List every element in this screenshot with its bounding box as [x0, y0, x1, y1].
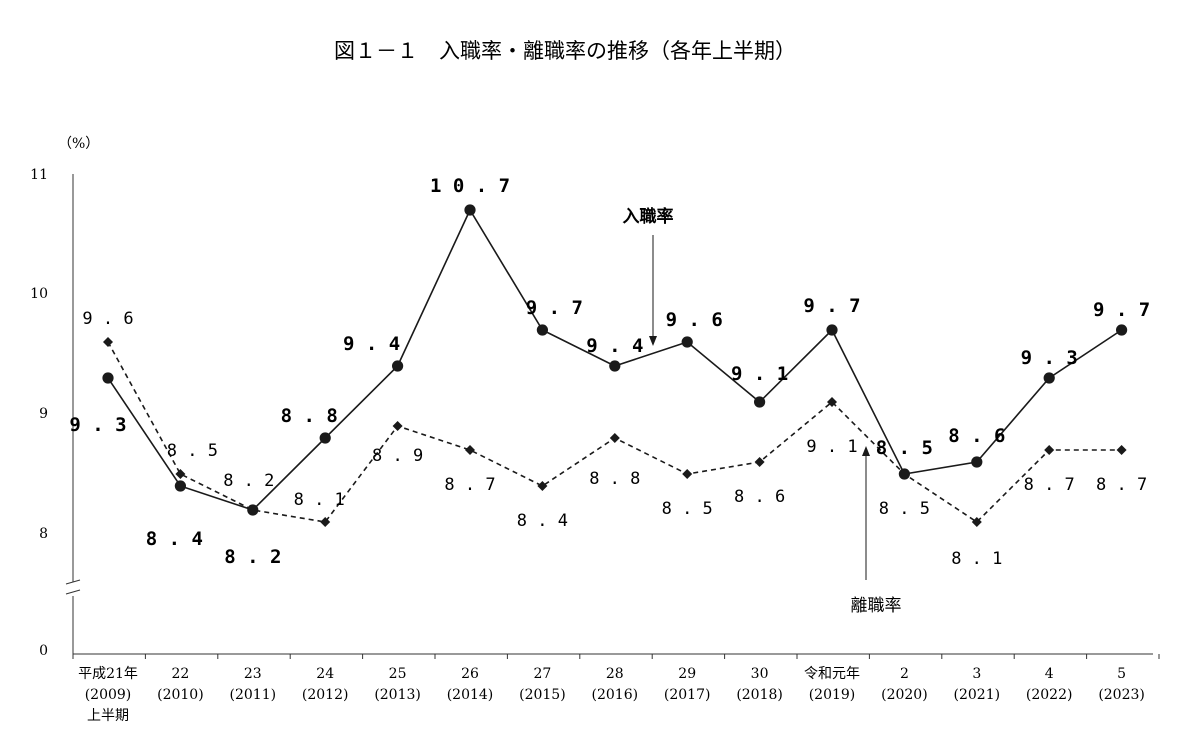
data-point — [102, 372, 114, 384]
x-ticks — [72, 654, 1160, 659]
x-tick-label: 4 (2022) — [1026, 666, 1073, 703]
series-line — [107, 208, 1123, 511]
data-label: 8 . 7 — [1024, 475, 1075, 495]
data-point — [1116, 445, 1127, 455]
data-labels: 9 . 38 . 48 . 28 . 89 . 41 0 . 79 . 79 .… — [69, 175, 1150, 569]
data-point — [971, 517, 982, 527]
data-point — [392, 360, 404, 372]
data-point — [465, 445, 475, 455]
x-tick-label: 平成21年(2009)上半期 — [78, 666, 138, 724]
x-tick-label: 22 (2010) — [157, 666, 204, 703]
data-label: 8 . 9 — [372, 446, 423, 466]
data-point — [826, 324, 838, 336]
data-point — [681, 336, 693, 348]
y-tick-label-8: 8 — [39, 526, 48, 542]
x-tick-label: 26 (2014) — [447, 666, 494, 703]
data-label: 9 . 1 — [731, 363, 788, 385]
y-tick-label-9: 9 — [39, 406, 48, 422]
data-point — [103, 337, 113, 347]
data-label: 8 . 5 — [167, 441, 218, 461]
data-point — [247, 504, 259, 516]
data-label: 9 . 7 — [1093, 299, 1150, 321]
data-point — [754, 396, 766, 408]
axis-break-mark — [65, 579, 81, 595]
x-tick-label: 29 (2017) — [664, 666, 711, 703]
unit-label: （%） — [58, 136, 99, 152]
x-tick-label: 2 (2020) — [881, 666, 928, 703]
data-label: 8 . 5 — [662, 499, 713, 519]
x-tick-label: 25 (2013) — [374, 666, 421, 703]
data-label: 8 . 2 — [223, 471, 274, 491]
data-point — [464, 204, 476, 216]
data-label: 9 . 4 — [343, 333, 400, 355]
data-point — [392, 421, 403, 431]
data-point — [1116, 324, 1128, 336]
data-label: 9 . 1 — [806, 437, 857, 457]
data-label: 9 . 3 — [69, 414, 126, 436]
annotation-arrowhead-離職率 — [862, 446, 870, 456]
data-label: 9 . 3 — [1021, 347, 1078, 369]
data-label: 8 . 6 — [948, 425, 1005, 447]
chart-title: 図１－１ 入職率・離職率の推移（各年上半期） — [334, 39, 796, 63]
x-tick-label: 27 (2015) — [519, 666, 566, 703]
series-name-label-入職率: 入職率 — [623, 206, 674, 227]
data-label: 8 . 1 — [951, 549, 1002, 569]
data-label: 9 . 6 — [666, 309, 723, 331]
x-tick-label: 28 (2016) — [592, 666, 639, 703]
data-point — [971, 456, 983, 468]
data-point — [536, 324, 549, 336]
data-label: 8 . 7 — [1096, 475, 1147, 495]
data-point — [1044, 445, 1055, 455]
x-tick-label: 24 (2012) — [302, 666, 349, 703]
data-label: 9 . 6 — [82, 309, 133, 329]
series-name-annotation-離職率: 離職率 — [851, 446, 902, 616]
series-name-annotation-入職率: 入職率 — [623, 206, 674, 346]
data-label: 8 . 5 — [879, 499, 930, 519]
x-tick-label: 30 (2018) — [736, 666, 783, 703]
data-label: 9 . 4 — [586, 335, 643, 357]
data-point — [537, 481, 548, 491]
data-label: 8 . 7 — [444, 475, 495, 495]
data-point — [319, 432, 331, 444]
series-name-label-離職率: 離職率 — [851, 596, 902, 616]
x-tick-label: 23 (2011) — [230, 666, 277, 703]
x-tick-labels: 平成21年(2009)上半期 22 (2010) 23 (2011) 24 (2012) 25… — [78, 666, 1145, 724]
series-入職率 — [102, 204, 1128, 516]
data-point — [609, 360, 621, 372]
data-label: 8 . 8 — [281, 405, 338, 427]
data-label: 8 . 6 — [734, 487, 785, 507]
data-label: 8 . 8 — [589, 469, 640, 489]
data-point — [320, 517, 331, 527]
data-point — [898, 468, 911, 480]
data-point — [174, 480, 186, 492]
data-point — [827, 397, 837, 407]
y-tick-label-11: 11 — [30, 167, 48, 183]
data-label: 8 . 2 — [224, 546, 281, 568]
y-tick-label-10: 10 — [30, 286, 48, 302]
data-point — [754, 457, 765, 467]
data-label: 1 0 . 7 — [430, 175, 510, 197]
data-label: 8 . 4 — [517, 511, 568, 531]
annotation-arrowhead-入職率 — [649, 336, 657, 346]
data-label: 8 . 1 — [294, 490, 345, 510]
data-label: 8 . 5 — [876, 437, 933, 459]
data-point — [1043, 372, 1055, 384]
y-tick-label-0: 0 — [39, 643, 48, 659]
x-tick-label: 3 (2021) — [954, 666, 1001, 703]
data-label: 8 . 4 — [146, 528, 203, 550]
data-point — [682, 469, 693, 479]
x-tick-label: 5 (2023) — [1098, 666, 1145, 703]
data-label: 9 . 7 — [803, 295, 860, 317]
y-axis: 11 10 9 8 0 — [30, 167, 81, 659]
data-point — [175, 469, 186, 479]
data-point — [609, 433, 620, 443]
x-tick-label: 令和元年(2019) — [804, 666, 860, 703]
data-label: 9 . 7 — [526, 297, 583, 319]
